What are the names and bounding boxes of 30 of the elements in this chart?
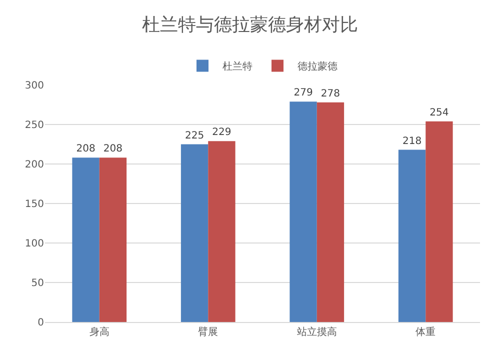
y-tick-label: 300 [24, 80, 44, 92]
data-label: 208 [103, 144, 123, 155]
x-tick-label: 站立摸高 [296, 326, 337, 338]
y-tick-label: 150 [24, 199, 44, 210]
y-tick-label: 0 [38, 318, 44, 328]
data-label: 225 [184, 130, 204, 142]
bar [426, 121, 453, 322]
bar [208, 141, 236, 322]
legend-label: 杜兰特 [222, 60, 252, 73]
chart-title: 杜兰特与德拉蒙德身材对比 [142, 14, 358, 36]
y-tick-label: 100 [24, 238, 44, 250]
bar [398, 150, 426, 322]
x-tick-label: 臂展 [198, 326, 218, 338]
bar [72, 158, 100, 322]
bar [290, 102, 317, 322]
x-tick-label: 体重 [416, 326, 436, 338]
data-label: 254 [430, 107, 449, 118]
x-tick-label: 身高 [89, 326, 110, 338]
y-tick-label: 250 [24, 120, 44, 131]
data-label: 278 [320, 88, 340, 100]
data-label: 208 [76, 144, 96, 155]
bar [316, 102, 344, 322]
bar [180, 144, 208, 322]
data-label: 229 [212, 127, 232, 138]
legend-label: 德拉蒙德 [298, 60, 338, 73]
y-tick-label: 200 [24, 160, 44, 170]
y-tick-label: 50 [31, 278, 44, 289]
data-label: 279 [294, 88, 313, 99]
bar [99, 158, 127, 322]
data-label: 218 [402, 136, 422, 147]
